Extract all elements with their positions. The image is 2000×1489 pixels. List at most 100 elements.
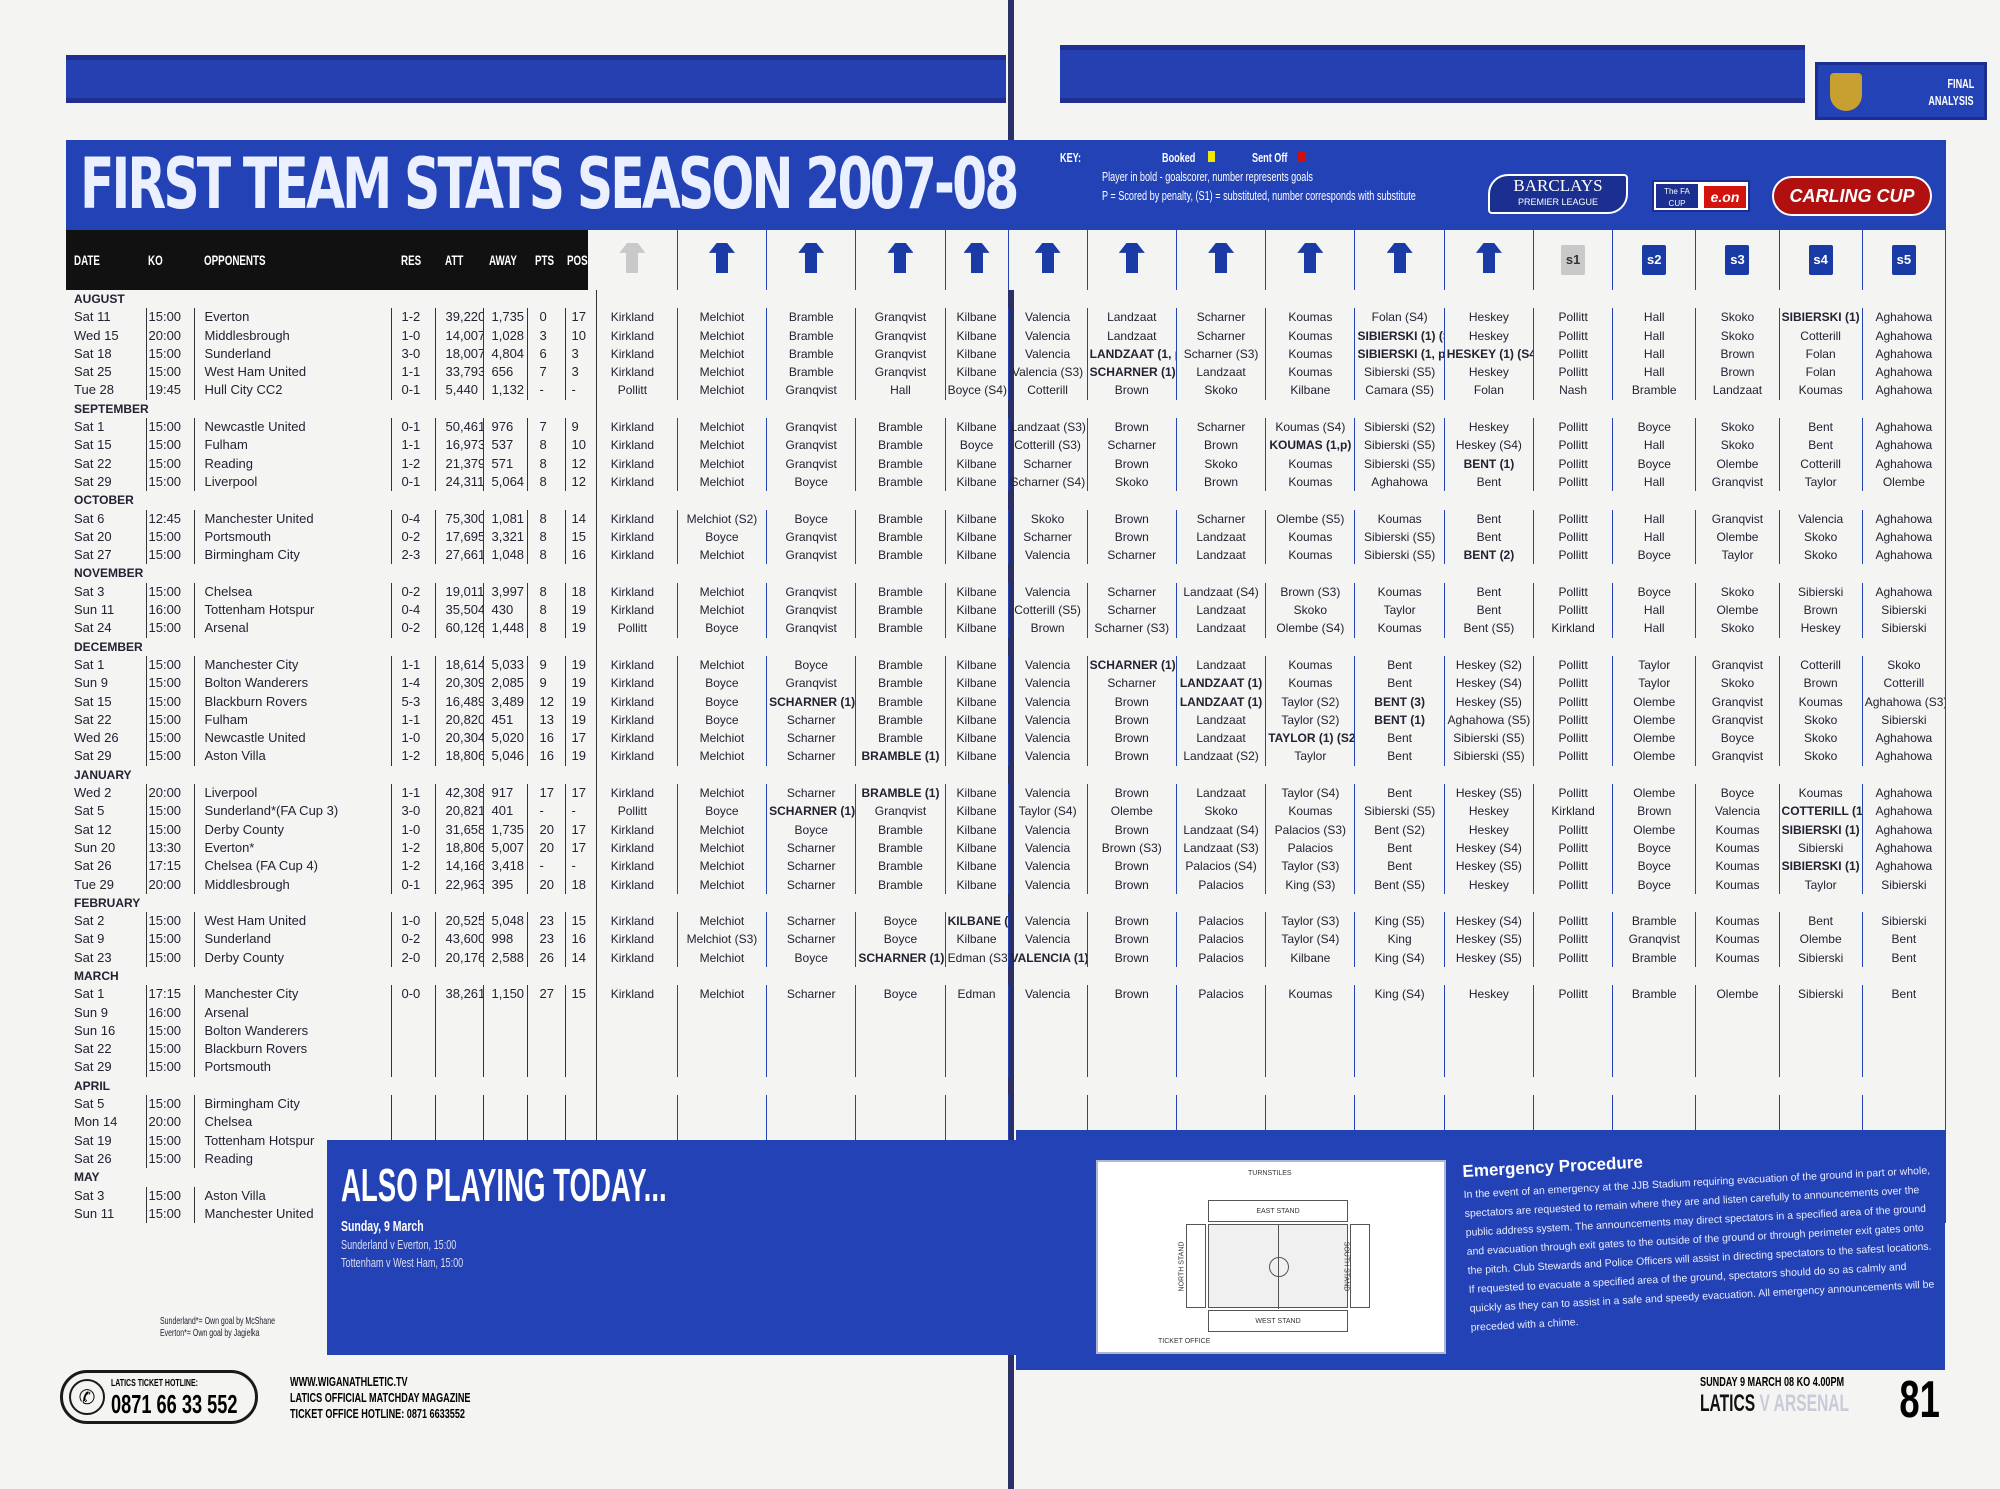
lineup-row: Kirkland Melchiot Bramble Granqvist Kilbane V…: [588, 344, 1947, 364]
cell-date: Sat 3: [66, 582, 147, 602]
cell-player: [1695, 1003, 1780, 1022]
cell-player: Valencia: [1008, 875, 1088, 894]
cell-player: Bramble: [766, 344, 857, 364]
cell-player: [1862, 1113, 1947, 1132]
cell-player: [1533, 1021, 1614, 1041]
cell-player: Nash: [1533, 381, 1614, 400]
cell-player: Melchiot: [677, 418, 768, 437]
cell-player: [1533, 1040, 1614, 1059]
cell-player: Kilbane: [945, 363, 1009, 382]
cell-player: Boyce: [1612, 418, 1697, 437]
cell-player: Granqvist: [1695, 509, 1780, 528]
cell-opponent: Liverpool: [194, 784, 392, 803]
cell-away-fans: [483, 1003, 528, 1022]
cell-player: Bramble: [855, 546, 946, 565]
sub-shirt-3: s3: [1695, 230, 1780, 290]
cell-player: Aghahowa: [1862, 747, 1947, 766]
cell-player: Sibierski: [1779, 985, 1863, 1004]
web-address[interactable]: WWW.WIGANATHLETIC.TV: [290, 1374, 408, 1389]
cell-player: Skoko: [1695, 308, 1780, 327]
cell-away-fans: 976: [483, 418, 528, 437]
cell-player: Kilbane: [1265, 381, 1356, 400]
cell-date: Sat 26: [66, 1149, 147, 1169]
cell-player: Kirkland: [588, 363, 678, 382]
cell-player: Koumas: [1779, 692, 1863, 711]
cell-player: [855, 1058, 946, 1077]
fixture-row: Sat 25 15:00 West Ham United 1-1 33,793 656 7 3: [66, 363, 597, 382]
cell-opponent: Blackburn Rovers: [194, 692, 392, 711]
cell-points: 26: [527, 948, 566, 967]
cell-player: Kirkland: [588, 820, 678, 839]
cell-player: Valencia: [1008, 857, 1088, 876]
sub-shirt-icon: s2: [1642, 245, 1667, 275]
cell-player: Melchiot: [677, 912, 768, 931]
cell-player: Kilbane: [945, 344, 1009, 364]
cell-player: King (S5): [1354, 912, 1445, 931]
cell-away-fans: 2,085: [483, 674, 528, 693]
cell-player: Granqvist: [1695, 472, 1780, 492]
cell-date: Sat 12: [66, 820, 147, 839]
cell-ko: 16:00: [146, 1003, 195, 1022]
cell-player: Bramble: [1612, 985, 1697, 1004]
cell-points: 9: [527, 655, 566, 675]
key-booked: Booked: [1162, 150, 1196, 165]
cell-player: Scharner (S3): [1176, 344, 1267, 364]
fixture-row: Sun 9 16:00 Arsenal: [66, 1003, 597, 1022]
cell-player: BENT (1): [1354, 710, 1445, 730]
fixture-row: Wed 15 20:00 Middlesbrough 1-0 14,007 1,028 3 1…: [66, 326, 597, 345]
cell-player: Kirkland: [588, 655, 678, 675]
emergency-text: Emergency Procedure In the event of an e…: [1462, 1137, 1941, 1337]
eon-text: e.on: [1704, 186, 1746, 208]
cell-player: Koumas: [1265, 985, 1356, 1004]
cell-opponent: Everton: [194, 308, 392, 327]
cell-player: [1265, 1095, 1356, 1114]
cell-player: LANDZAAT (1, p): [1087, 344, 1177, 364]
cell-player: Heskey (S5): [1444, 692, 1535, 711]
cell-points: [527, 1003, 566, 1022]
cell-player: Brown (S3): [1265, 582, 1356, 602]
cell-result: 5-3: [391, 692, 436, 711]
month-label: NOVEMBER: [66, 564, 597, 583]
cell-player: Koumas: [1265, 472, 1356, 492]
cell-player: BRAMBLE (1): [855, 747, 946, 766]
lineup-row: Kirkland Melchiot Granqvist Bramble Boyce Cot…: [588, 436, 1947, 455]
cell-player: Heskey (S5): [1444, 930, 1535, 949]
cell-player: Koumas: [1265, 802, 1356, 821]
cell-player: Skoko: [1176, 802, 1267, 821]
fixture-row: Sat 29 15:00 Aston Villa 1-2 18,806 5,046 16 19: [66, 747, 597, 766]
cell-player: Taylor: [1354, 601, 1445, 620]
cell-player: Kirkland: [588, 875, 678, 894]
ticket-office: TICKET OFFICE HOTLINE: 0871 6633552: [290, 1406, 465, 1421]
cell-attendance: [435, 1003, 484, 1022]
cell-result: 1-2: [391, 308, 436, 327]
cell-player: [1862, 1095, 1947, 1114]
cell-player: [1862, 1021, 1947, 1041]
month-spacer-row: [588, 765, 1946, 785]
cell-player: Scharner: [766, 838, 857, 858]
lineup-row: Pollitt Boyce SCHARNER (1) Granqvist Kilbane…: [588, 802, 1947, 821]
cell-player: Boyce: [855, 912, 946, 931]
month-row: AUGUST: [66, 290, 597, 309]
cell-player: Melchiot: [677, 820, 768, 839]
cell-away-fans: 656: [483, 363, 528, 382]
cell-player: Landzaat: [1176, 619, 1267, 638]
cell-away-fans: 1,028: [483, 326, 528, 345]
cell-player: Landzaat (S4): [1176, 820, 1267, 839]
cell-player: Skoko: [1862, 655, 1947, 675]
cell-player: Aghahowa: [1862, 308, 1947, 327]
cell-player: Sibierski: [1779, 838, 1863, 858]
cell-away-fans: [483, 1021, 528, 1041]
cell-player: Skoko: [1779, 527, 1863, 547]
cell-ko: 15:00: [146, 674, 195, 693]
cell-player: Landzaat (S2): [1176, 747, 1267, 766]
cell-player: Brown: [1087, 692, 1177, 711]
cell-attendance: 43,600: [435, 930, 484, 949]
cell-player: Hall: [1612, 472, 1697, 492]
cell-player: Kirkland: [1533, 802, 1614, 821]
lineup-row: Kirkland Boyce SCHARNER (1) Bramble Kilbane V…: [588, 692, 1947, 711]
cell-player: [1176, 1058, 1267, 1077]
cell-player: Sibierski (S5): [1444, 747, 1535, 766]
cell-player: Kirkland: [588, 729, 678, 748]
cell-attendance: [435, 1040, 484, 1059]
cell-ko: 15:00: [146, 1131, 195, 1150]
